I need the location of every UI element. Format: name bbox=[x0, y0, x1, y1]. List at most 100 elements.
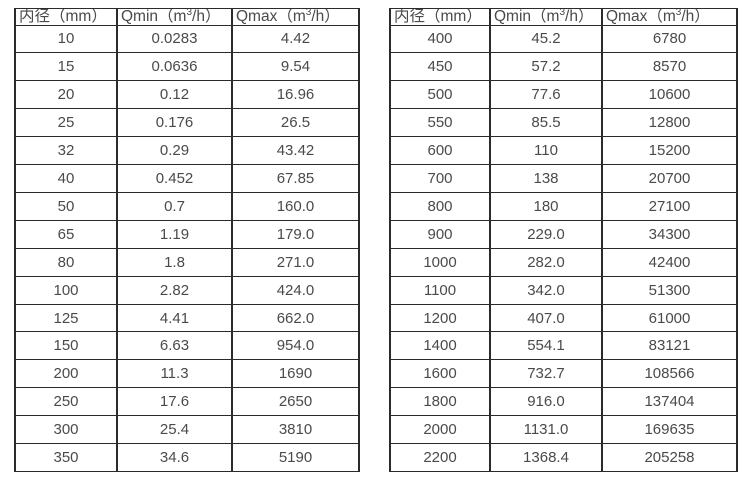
header-row: 内径（mm） Qmin（m3/h） Qmax（m3/h） bbox=[14, 8, 360, 26]
table-cell-qmax: 3810 bbox=[231, 415, 360, 445]
table-row: 15 0.0636 9.54 bbox=[14, 52, 360, 82]
table-cell-qmin: 6.63 bbox=[116, 331, 233, 361]
table-cell-inner-diameter: 400 bbox=[389, 24, 491, 54]
table-cell-inner-diameter: 800 bbox=[389, 191, 491, 221]
table-row: 40 0.452 67.85 bbox=[14, 164, 360, 193]
table-row: 550 85.5 12800 bbox=[389, 108, 738, 138]
table-cell-qmax: 83121 bbox=[601, 331, 738, 361]
table-cell-qmin: 0.176 bbox=[116, 108, 233, 138]
table-cell-qmin: 77.6 bbox=[489, 80, 603, 110]
table-cell-qmin: 1.8 bbox=[116, 247, 233, 277]
table-cell-qmax: 10600 bbox=[601, 80, 738, 110]
table-cell-inner-diameter: 80 bbox=[14, 247, 118, 277]
table-cell-inner-diameter: 450 bbox=[389, 52, 491, 82]
table-cell-qmax: 108566 bbox=[601, 359, 738, 389]
table-cell-inner-diameter: 15 bbox=[14, 52, 118, 82]
table-row: 25 0.176 26.5 bbox=[14, 108, 360, 138]
table-cell-inner-diameter: 125 bbox=[14, 303, 118, 333]
table-cell-inner-diameter: 600 bbox=[389, 136, 491, 166]
table-cell-inner-diameter: 500 bbox=[389, 80, 491, 110]
table-cell-qmax: 42400 bbox=[601, 247, 738, 277]
superscript-3: 3 bbox=[559, 8, 566, 18]
table-cell-qmax: 5190 bbox=[231, 443, 360, 472]
table-cell-qmax: 4.42 bbox=[231, 24, 360, 54]
table-cell-inner-diameter: 550 bbox=[389, 108, 491, 138]
table-cell-inner-diameter: 2200 bbox=[389, 443, 491, 472]
table-cell-qmin: 282.0 bbox=[489, 247, 603, 277]
header-cell-inner-diameter: 内径（mm） bbox=[14, 8, 118, 26]
table-row: 125 4.41 662.0 bbox=[14, 303, 360, 333]
table-cell-inner-diameter: 1200 bbox=[389, 303, 491, 333]
table-cell-qmax: 424.0 bbox=[231, 275, 360, 305]
table-row: 450 57.2 8570 bbox=[389, 52, 738, 82]
table-cell-inner-diameter: 700 bbox=[389, 164, 491, 193]
table-cell-qmax: 2650 bbox=[231, 387, 360, 417]
table-cell-inner-diameter: 100 bbox=[14, 275, 118, 305]
table-row: 700 138 20700 bbox=[389, 164, 738, 193]
flow-table-large-diameters: 内径（mm） Qmin（m3/h） Qmax（m3/h） 400 45.2 6780 450… bbox=[389, 8, 738, 472]
table-row: 1800 916.0 137404 bbox=[389, 387, 738, 417]
table-cell-qmin: 4.41 bbox=[116, 303, 233, 333]
table-cell-qmin: 0.29 bbox=[116, 136, 233, 166]
header-cell-qmax: Qmax（m3/h） bbox=[231, 8, 360, 26]
table-cell-qmax: 6780 bbox=[601, 24, 738, 54]
table-cell-inner-diameter: 250 bbox=[14, 387, 118, 417]
table-cell-inner-diameter: 300 bbox=[14, 415, 118, 445]
table-cell-qmax: 61000 bbox=[601, 303, 738, 333]
table-row: 1600 732.7 108566 bbox=[389, 359, 738, 389]
table-cell-inner-diameter: 350 bbox=[14, 443, 118, 472]
table-cell-qmin: 554.1 bbox=[489, 331, 603, 361]
flow-table-small-diameters: 内径（mm） Qmin（m3/h） Qmax（m3/h） 10 0.0283 4.42 15… bbox=[14, 8, 360, 472]
table-cell-qmax: 26.5 bbox=[231, 108, 360, 138]
table-row: 1000 282.0 42400 bbox=[389, 247, 738, 277]
table-cell-inner-diameter: 32 bbox=[14, 136, 118, 166]
table-cell-qmin: 25.4 bbox=[116, 415, 233, 445]
table-cell-qmin: 407.0 bbox=[489, 303, 603, 333]
table-cell-qmin: 229.0 bbox=[489, 219, 603, 249]
table-cell-inner-diameter: 10 bbox=[14, 24, 118, 54]
table-cell-qmin: 0.0283 bbox=[116, 24, 233, 54]
table-row: 32 0.29 43.42 bbox=[14, 136, 360, 166]
table-cell-qmin: 732.7 bbox=[489, 359, 603, 389]
table-cell-inner-diameter: 1800 bbox=[389, 387, 491, 417]
table-row: 300 25.4 3810 bbox=[14, 415, 360, 445]
table-cell-qmax: 160.0 bbox=[231, 191, 360, 221]
table-cell-qmin: 1131.0 bbox=[489, 415, 603, 445]
table-cell-qmax: 179.0 bbox=[231, 219, 360, 249]
table-cell-inner-diameter: 1600 bbox=[389, 359, 491, 389]
table-cell-qmax: 271.0 bbox=[231, 247, 360, 277]
table-cell-qmin: 11.3 bbox=[116, 359, 233, 389]
header-cell-qmin: Qmin（m3/h） bbox=[489, 8, 603, 26]
table-cell-inner-diameter: 150 bbox=[14, 331, 118, 361]
table-row: 2200 1368.4 205258 bbox=[389, 443, 738, 472]
table-cell-qmin: 34.6 bbox=[116, 443, 233, 472]
table-cell-qmin: 57.2 bbox=[489, 52, 603, 82]
table-row: 250 17.6 2650 bbox=[14, 387, 360, 417]
superscript-3: 3 bbox=[186, 8, 193, 18]
table-cell-qmax: 169635 bbox=[601, 415, 738, 445]
table-cell-qmax: 662.0 bbox=[231, 303, 360, 333]
table-cell-qmin: 2.82 bbox=[116, 275, 233, 305]
table-cell-qmax: 8570 bbox=[601, 52, 738, 82]
table-cell-inner-diameter: 2000 bbox=[389, 415, 491, 445]
table-row: 1400 554.1 83121 bbox=[389, 331, 738, 361]
table-row: 1100 342.0 51300 bbox=[389, 275, 738, 305]
table-row: 80 1.8 271.0 bbox=[14, 247, 360, 277]
table-cell-qmin: 0.0636 bbox=[116, 52, 233, 82]
header-cell-qmin: Qmin（m3/h） bbox=[116, 8, 233, 26]
table-cell-qmin: 45.2 bbox=[489, 24, 603, 54]
table-cell-qmax: 27100 bbox=[601, 191, 738, 221]
table-cell-inner-diameter: 900 bbox=[389, 219, 491, 249]
table-cell-inner-diameter: 20 bbox=[14, 80, 118, 110]
table-cell-inner-diameter: 200 bbox=[14, 359, 118, 389]
table-cell-inner-diameter: 1400 bbox=[389, 331, 491, 361]
table-row: 10 0.0283 4.42 bbox=[14, 24, 360, 54]
header-cell-inner-diameter: 内径（mm） bbox=[389, 8, 491, 26]
table-cell-qmin: 110 bbox=[489, 136, 603, 166]
table-cell-qmin: 916.0 bbox=[489, 387, 603, 417]
table-row: 400 45.2 6780 bbox=[389, 24, 738, 54]
table-row: 350 34.6 5190 bbox=[14, 443, 360, 472]
table-cell-qmin: 0.452 bbox=[116, 164, 233, 193]
table-cell-inner-diameter: 40 bbox=[14, 164, 118, 193]
table-row: 2000 1131.0 169635 bbox=[389, 415, 738, 445]
